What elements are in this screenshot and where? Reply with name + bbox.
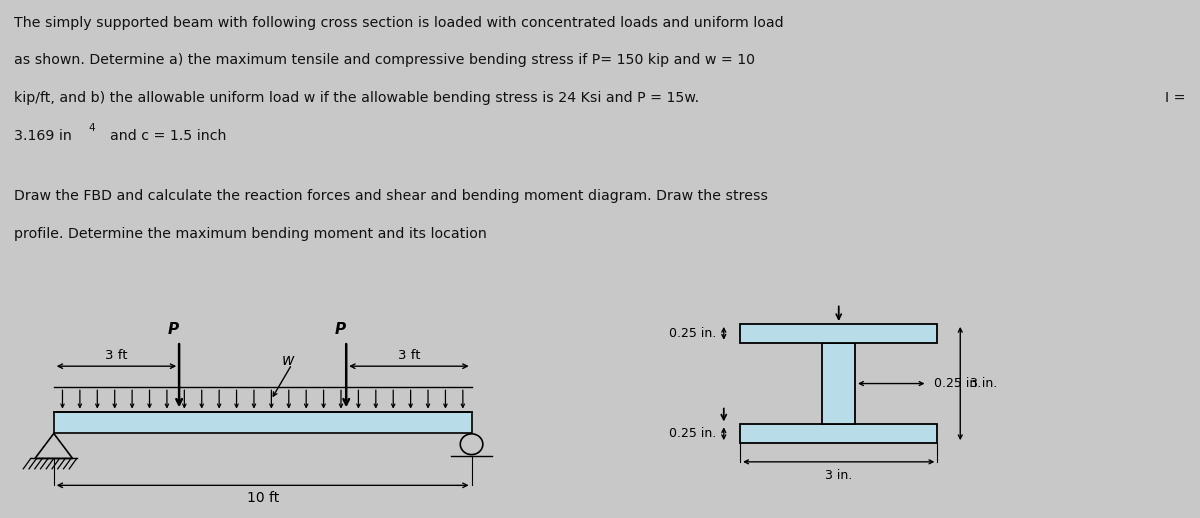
Text: 4: 4: [89, 123, 96, 133]
Text: I =: I =: [1165, 91, 1186, 105]
Text: 3 in.: 3 in.: [970, 377, 997, 390]
Text: 10 ft: 10 ft: [246, 491, 278, 505]
Text: and c = 1.5 inch: and c = 1.5 inch: [101, 129, 227, 143]
Bar: [54, 412, 472, 434]
Text: profile. Determine the maximum bending moment and its location: profile. Determine the maximum bending m…: [14, 227, 487, 241]
Text: Draw the FBD and calculate the reaction forces and shear and bending moment diag: Draw the FBD and calculate the reaction …: [14, 190, 768, 204]
Text: The simply supported beam with following cross section is loaded with concentrat: The simply supported beam with following…: [14, 16, 784, 30]
Bar: [740, 424, 937, 443]
Text: 0.25 in.: 0.25 in.: [668, 427, 716, 440]
Text: 0.25 in.: 0.25 in.: [934, 377, 982, 390]
Bar: [740, 324, 937, 343]
Bar: [822, 343, 856, 424]
Text: 3 ft: 3 ft: [106, 349, 127, 363]
Text: kip/ft, and b) the allowable uniform load w if the allowable bending stress is 2: kip/ft, and b) the allowable uniform loa…: [14, 91, 700, 105]
Text: 0.25 in.: 0.25 in.: [668, 327, 716, 340]
Text: P: P: [167, 322, 179, 337]
Text: P: P: [335, 322, 346, 337]
Text: 3 in.: 3 in.: [826, 469, 852, 482]
Text: as shown. Determine a) the maximum tensile and compressive bending stress if P= : as shown. Determine a) the maximum tensi…: [14, 53, 756, 67]
Text: w: w: [282, 353, 294, 368]
Text: 3 ft: 3 ft: [397, 349, 420, 363]
Text: 3.169 in: 3.169 in: [14, 129, 72, 143]
